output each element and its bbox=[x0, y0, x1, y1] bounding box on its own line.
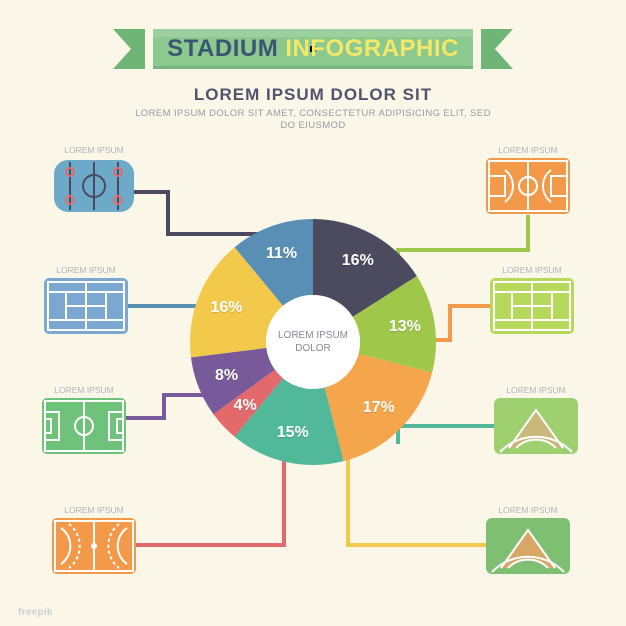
field-soccer: LOREM IPSUM bbox=[42, 385, 126, 454]
pie-slice-label: 13% bbox=[389, 318, 421, 336]
donut-chart: LOREM IPSUM DOLOR 16% 13% 17% 15% 4% 8% 16% 11% bbox=[190, 219, 436, 465]
pie-slice-label: 4% bbox=[234, 397, 257, 415]
watermark: freepik bbox=[18, 607, 53, 618]
field-tennis: LOREM IPSUM bbox=[44, 265, 128, 334]
field-label: LOREM IPSUM bbox=[486, 505, 570, 515]
field-icon-hockey bbox=[52, 158, 136, 214]
field-icon-tennis bbox=[44, 278, 128, 334]
field-icon-handball bbox=[52, 518, 136, 574]
field-label: LOREM IPSUM bbox=[52, 505, 136, 515]
field-baseball: LOREM IPSUM bbox=[494, 385, 578, 454]
field-icon-baseball bbox=[494, 398, 578, 454]
field-label: LOREM IPSUM bbox=[490, 265, 574, 275]
pie-slice-label: 17% bbox=[363, 399, 395, 417]
field-label: LOREM IPSUM bbox=[42, 385, 126, 395]
field-label: LOREM IPSUM bbox=[494, 385, 578, 395]
connector-handball bbox=[136, 456, 284, 545]
field-hockey: LOREM IPSUM bbox=[52, 145, 136, 214]
field-icon-tennis2 bbox=[490, 278, 574, 334]
field-baseball2: LOREM IPSUM bbox=[486, 505, 570, 574]
pie-slice-label: 15% bbox=[277, 424, 309, 442]
field-label: LOREM IPSUM bbox=[52, 145, 136, 155]
connector-baseball2 bbox=[348, 452, 486, 545]
field-basketball: LOREM IPSUM bbox=[486, 145, 570, 214]
pie-slice-label: 11% bbox=[266, 245, 297, 263]
field-icon-soccer bbox=[42, 398, 126, 454]
donut-center-label: LOREM IPSUM DOLOR bbox=[266, 295, 360, 389]
field-label: LOREM IPSUM bbox=[44, 265, 128, 275]
field-icon-basketball bbox=[486, 158, 570, 214]
field-label: LOREM IPSUM bbox=[486, 145, 570, 155]
pie-slice-label: 8% bbox=[215, 367, 238, 385]
field-icon-baseball2 bbox=[486, 518, 570, 574]
pie-slice-label: 16% bbox=[211, 299, 243, 317]
pie-slice-label: 16% bbox=[342, 252, 374, 270]
field-handball: LOREM IPSUM bbox=[52, 505, 136, 574]
field-tennis2: LOREM IPSUM bbox=[490, 265, 574, 334]
